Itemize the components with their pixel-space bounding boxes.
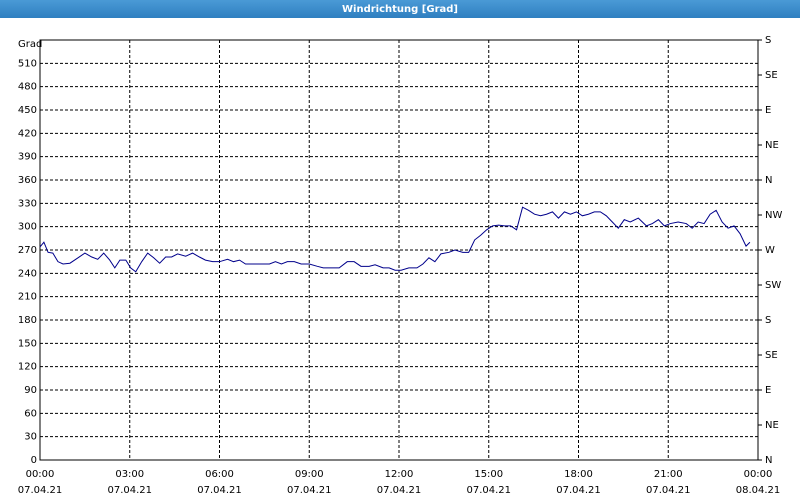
y-tick-label: 330 xyxy=(18,198,37,209)
x-tick-date: 07.04.21 xyxy=(287,485,332,496)
x-tick-label: 12:00 xyxy=(385,469,414,480)
x-tick-date: 08.04.21 xyxy=(736,485,781,496)
y-tick-label: 150 xyxy=(18,338,37,349)
y-tick-label: 60 xyxy=(24,408,37,419)
y-tick-label: 0 xyxy=(31,455,37,466)
y-tick-label: 210 xyxy=(18,292,37,303)
x-tick-date: 07.04.21 xyxy=(107,485,152,496)
y-tick-label: 90 xyxy=(24,385,37,396)
y-tick-label: 120 xyxy=(18,362,37,373)
y-tick-label: 270 xyxy=(18,245,37,256)
y2-tick-label: SE xyxy=(765,350,778,361)
x-tick-label: 00:00 xyxy=(744,469,773,480)
y-tick-label: 300 xyxy=(18,222,37,233)
y-tick-label: 360 xyxy=(18,175,37,186)
x-tick-date: 07.04.21 xyxy=(377,485,422,496)
y2-tick-label: E xyxy=(765,105,771,116)
title-bar xyxy=(0,0,800,18)
chart-title: Windrichtung [Grad] xyxy=(342,4,458,15)
x-tick-date: 07.04.21 xyxy=(466,485,511,496)
y-tick-label: 180 xyxy=(18,315,37,326)
line xyxy=(39,206,751,273)
x-tick-label: 03:00 xyxy=(115,469,144,480)
y2-tick-label: NE xyxy=(765,140,779,151)
y2-tick-label: S xyxy=(765,315,771,326)
y-axis-label: Grad xyxy=(18,39,42,50)
plot-frame xyxy=(39,39,759,461)
y2-tick-label: S xyxy=(765,35,771,46)
y2-tick-label: SE xyxy=(765,70,778,81)
x-tick-label: 21:00 xyxy=(654,469,683,480)
x-tick-label: 15:00 xyxy=(474,469,503,480)
y2-tick-label: SW xyxy=(765,280,781,291)
x-tick-date: 07.04.21 xyxy=(556,485,601,496)
y2-tick-label: N xyxy=(765,175,772,186)
x-tick-label: 06:00 xyxy=(205,469,234,480)
y-tick-label: 450 xyxy=(18,105,37,116)
y-tick-label: 240 xyxy=(18,268,37,279)
y2-tick-label: N xyxy=(765,455,772,466)
y-tick-label: 510 xyxy=(18,58,37,69)
y2-tick-label: NW xyxy=(765,210,782,221)
y-tick-label: 30 xyxy=(24,432,37,443)
y2-tick-label: W xyxy=(765,245,775,256)
y-tick-label: 480 xyxy=(18,82,37,93)
x-tick-date: 07.04.21 xyxy=(646,485,691,496)
x-tick-date: 07.04.21 xyxy=(18,485,63,496)
x-tick-label: 09:00 xyxy=(295,469,324,480)
y-tick-label: 390 xyxy=(18,152,37,163)
y2-tick-label: E xyxy=(765,385,771,396)
y2-tick-label: NE xyxy=(765,420,779,431)
x-tick-label: 00:00 xyxy=(26,469,55,480)
x-tick-date: 07.04.21 xyxy=(197,485,242,496)
y-tick-label: 420 xyxy=(18,128,37,139)
x-tick-label: 18:00 xyxy=(564,469,593,480)
